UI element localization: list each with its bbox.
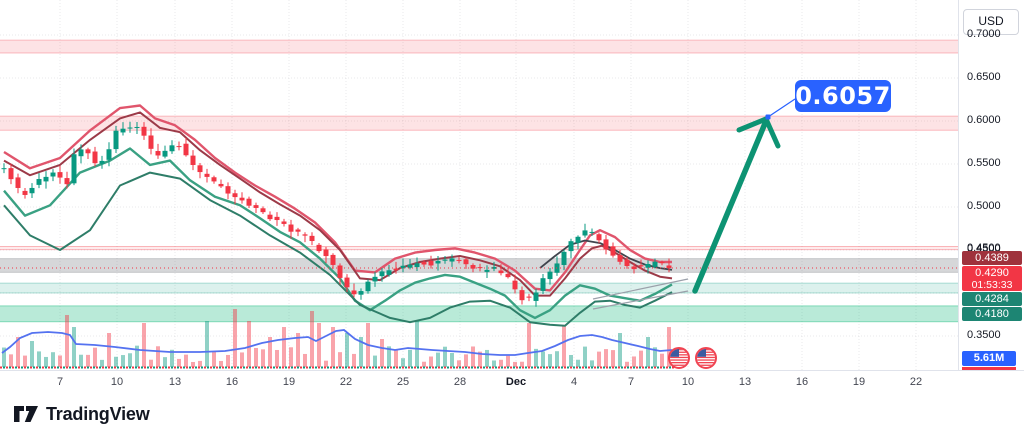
time-axis-label: 10 — [681, 376, 695, 388]
price-level-badge: 0.4389 — [962, 251, 1022, 265]
time-axis-label: 10 — [110, 376, 124, 388]
volume-value-badge: 5.61M — [962, 351, 1016, 366]
time-axis-label: Dec — [505, 376, 527, 388]
chart-footer: TradingView — [0, 392, 1024, 439]
trend-channel-drawing[interactable] — [592, 278, 689, 310]
candlestick-series[interactable] — [1, 121, 672, 307]
callout-connector — [765, 98, 796, 120]
projection-arrow[interactable] — [692, 116, 781, 294]
tradingview-logo-mark — [14, 406, 38, 422]
support-resistance-zones[interactable] — [0, 39, 958, 323]
price-axis-label: 0.5000 — [967, 200, 1001, 212]
tradingview-logo[interactable]: TradingView — [13, 403, 150, 425]
time-axis-label: 28 — [453, 376, 467, 388]
time-axis-label: 7 — [627, 376, 635, 388]
slow-band-darkgreen — [3, 171, 673, 327]
time-axis-label: 19 — [282, 376, 296, 388]
currency-toggle-button[interactable]: USD — [963, 9, 1019, 35]
time-axis-label: 22 — [909, 376, 923, 388]
time-axis-label: 13 — [168, 376, 182, 388]
price-axis-label: 0.6000 — [967, 114, 1001, 126]
economic-event-flag-icon[interactable] — [695, 347, 717, 369]
lower-band-green — [3, 147, 673, 320]
time-axis-label: 25 — [396, 376, 410, 388]
price-axis-label: 0.6500 — [967, 71, 1001, 83]
price-chart-canvas[interactable] — [0, 0, 958, 370]
time-axis-label: 16 — [795, 376, 809, 388]
economic-event-flag-icon[interactable] — [668, 347, 690, 369]
time-axis-label: 19 — [852, 376, 866, 388]
current-price-badge: 0.4290 01:53:33 — [962, 266, 1022, 291]
time-axis-label: 7 — [56, 376, 64, 388]
time-axis-label: 16 — [225, 376, 239, 388]
time-axis-label: 13 — [738, 376, 752, 388]
price-axis-label: 0.3500 — [967, 329, 1001, 341]
time-axis[interactable]: 7 10 13 16 19 22 25 28 Dec 4 7 10 13 16 19 22 — [0, 370, 1024, 393]
volume-ma-line — [1, 329, 673, 356]
price-target-callout[interactable]: 0.6057 — [795, 80, 891, 112]
price-axis-label: 0.5500 — [967, 157, 1001, 169]
volume-bars — [2, 309, 671, 367]
price-axis[interactable]: USD 0.7000 0.6500 0.6000 0.5500 0.5000 0.4500… — [958, 0, 1024, 370]
price-level-badge: 0.4180 — [962, 307, 1022, 321]
volume-badge-underline — [962, 367, 1016, 370]
time-axis-label: 22 — [339, 376, 353, 388]
price-level-badge: 0.4284 — [962, 292, 1022, 306]
price-axis-label: 0.7000 — [967, 28, 1001, 40]
tradingview-logo-text: TradingView — [46, 403, 150, 424]
time-axis-label: 4 — [570, 376, 578, 388]
